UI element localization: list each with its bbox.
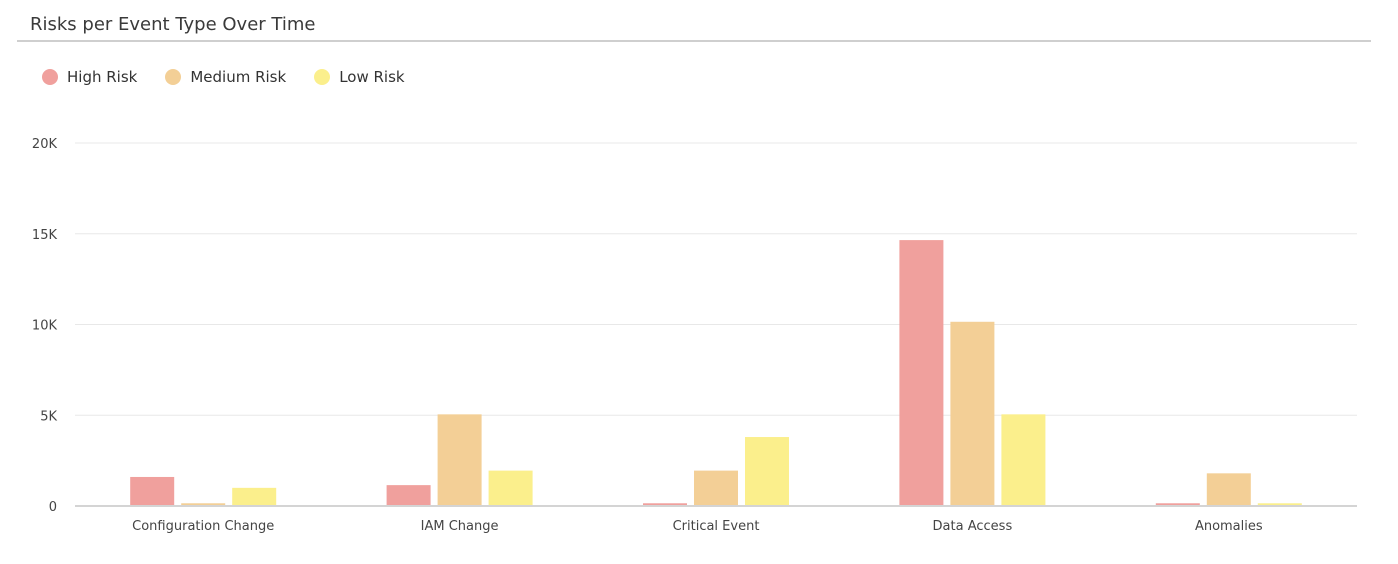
y-tick-label: 20K — [32, 137, 58, 152]
x-tick-label: Data Access — [933, 519, 1013, 534]
legend-marker-medium-risk — [165, 69, 182, 85]
x-tick-label: Configuration Change — [132, 519, 274, 534]
y-axis-ticks: 0 5K 10K 15K 20K — [32, 137, 58, 515]
bar-low-risk[interactable] — [1257, 503, 1302, 505]
bar-medium-risk[interactable] — [694, 470, 738, 505]
legend-item-high-risk[interactable]: High Risk — [42, 68, 137, 86]
bar-medium-risk[interactable] — [950, 321, 995, 505]
legend-label-high-risk: High Risk — [67, 68, 138, 86]
x-tick-label: IAM Change — [421, 519, 499, 534]
bar-medium-risk[interactable] — [1206, 473, 1251, 505]
gridlines — [75, 142, 1357, 507]
bar-low-risk[interactable] — [1001, 414, 1046, 505]
x-tick-label: Anomalies — [1195, 519, 1263, 534]
bar-high-risk[interactable] — [130, 476, 175, 505]
title-divider — [17, 40, 1371, 42]
bar-low-risk[interactable] — [232, 487, 277, 505]
x-tick-label: Critical Event — [673, 519, 760, 534]
bar-low-risk[interactable] — [745, 437, 789, 505]
legend-marker-low-risk — [314, 69, 331, 85]
y-tick-label: 15K — [32, 228, 58, 243]
y-tick-label: 0 — [49, 500, 57, 515]
legend-marker-high-risk — [42, 69, 58, 85]
bar-low-risk[interactable] — [488, 470, 533, 505]
bar-high-risk[interactable] — [643, 503, 687, 505]
x-axis-ticks: Configuration Change IAM Change Critical E… — [132, 519, 1263, 534]
chart-legend: High Risk Medium Risk Low Risk — [42, 68, 405, 86]
bar-high-risk[interactable] — [899, 240, 944, 506]
bars — [130, 240, 1302, 506]
bar-high-risk[interactable] — [386, 485, 431, 505]
y-tick-label: 5K — [40, 409, 57, 424]
bar-medium-risk[interactable] — [437, 414, 482, 505]
legend-label-low-risk: Low Risk — [339, 68, 405, 86]
panel-title: Risks per Event Type Over Time — [30, 14, 316, 35]
legend-label-medium-risk: Medium Risk — [190, 68, 287, 86]
legend-item-low-risk[interactable]: Low Risk — [314, 68, 405, 86]
legend-item-medium-risk[interactable]: Medium Risk — [165, 68, 286, 86]
bar-medium-risk[interactable] — [181, 503, 226, 505]
y-tick-label: 10K — [32, 319, 58, 334]
bar-high-risk[interactable] — [1155, 503, 1200, 505]
